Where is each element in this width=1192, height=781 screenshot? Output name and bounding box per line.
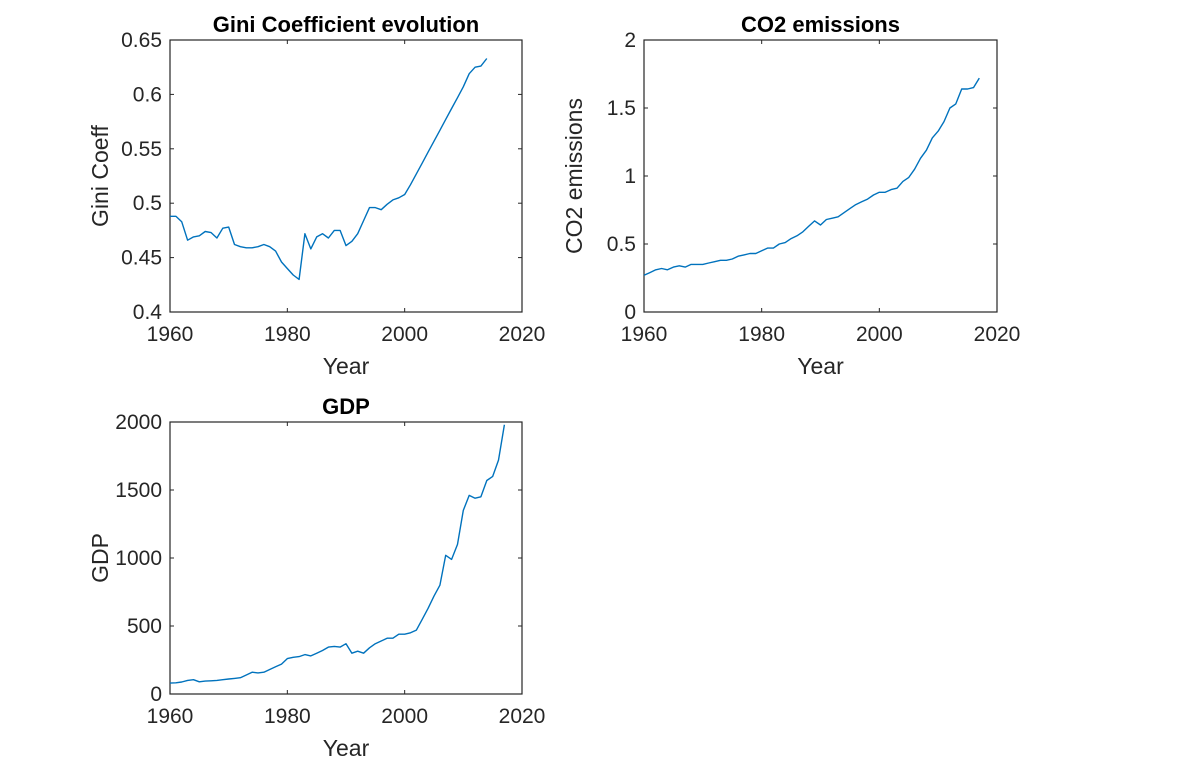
gdp-y-tick-label: 0 [150,683,162,706]
co2-x-tick-label: 1960 [621,323,668,346]
gini-x-tick-label: 2000 [381,323,428,346]
co2-chart: 1960 1980 2000 2020 0 0.5 1 1.5 2 CO2 emissions Ye… [561,12,1020,379]
gini-series-line [170,58,488,281]
gdp-x-tick-label: 1960 [147,705,194,728]
co2-x-tick-label: 1980 [738,323,785,346]
co2-y-tick-label: 1 [624,165,636,188]
gdp-title: GDP [322,394,370,419]
gini-y-tick-label: 0.5 [133,192,162,215]
co2-y-tick-label: 0 [624,301,636,324]
gdp-chart: 1960 1980 2000 2020 0 500 1000 1500 2000 GDP Year G… [87,394,545,761]
co2-title: CO2 emissions [741,12,900,37]
gini-y-tick-label: 0.6 [133,83,162,106]
co2-x-axis-label: Year [797,353,844,379]
co2-y-tick-label: 2 [624,29,636,52]
gdp-y-tick-label: 2000 [115,411,162,434]
gini-x-tick-label: 2020 [499,323,546,346]
gini-title: Gini Coefficient evolution [213,12,479,37]
co2-y-tick-label: 0.5 [607,233,636,256]
co2-y-axis-label: CO2 emissions [561,98,587,254]
gini-y-tick-label: 0.4 [133,301,163,324]
gini-y-tick-label: 0.45 [121,247,162,270]
gdp-series-line [169,424,506,684]
gdp-y-tick-label: 500 [127,615,162,638]
gdp-y-tick-label: 1000 [115,547,162,570]
gini-y-tick-label: 0.55 [121,138,162,161]
gini-axes-box [169,39,523,313]
gdp-y-axis-label: GDP [87,533,113,583]
gini-y-tick-label: 0.65 [121,29,162,52]
gini-chart: 1960 1980 2000 2020 0.4 0.45 0.5 0.55 0.6 0.65 Gin… [87,12,545,379]
co2-x-tick-label: 2020 [974,323,1021,346]
gdp-x-tick-label: 1980 [264,705,311,728]
gdp-y-tick-label: 1500 [115,479,162,502]
gdp-x-tick-label: 2020 [499,705,546,728]
co2-x-tick-label: 2000 [856,323,903,346]
gini-x-tick-label: 1960 [147,323,194,346]
co2-y-tick-label: 1.5 [607,97,636,120]
gini-y-axis-label: Gini Coeff [87,124,113,226]
gdp-x-axis-label: Year [323,735,370,761]
gini-x-tick-label: 1980 [264,323,311,346]
co2-axes-box [643,39,998,313]
co2-series-line [643,77,980,276]
gdp-axes-box [169,421,523,695]
gini-x-axis-label: Year [323,353,370,379]
gdp-x-tick-label: 2000 [381,705,428,728]
